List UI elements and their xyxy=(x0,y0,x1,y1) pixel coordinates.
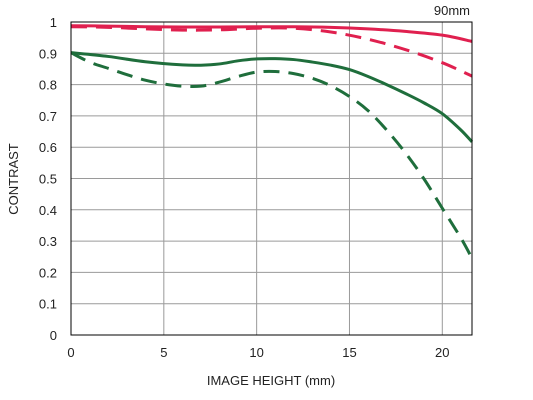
series-green-solid xyxy=(70,51,474,143)
series-green-dashed xyxy=(70,51,474,260)
y-axis-label: CONTRAST xyxy=(6,143,21,215)
data-series xyxy=(70,24,474,260)
y-tick-label: 0.3 xyxy=(39,234,57,249)
plot-frame xyxy=(70,21,473,336)
y-tick-labels: 0 0.1 0.2 0.3 0.4 0.5 0.6 0.7 0.8 0.9 1 xyxy=(39,15,57,343)
x-tick-label: 10 xyxy=(249,345,263,360)
x-tick-label: 20 xyxy=(435,345,449,360)
y-tick-label: 0.6 xyxy=(39,140,57,155)
series-red-dashed xyxy=(70,25,473,78)
focal-length-label: 90mm xyxy=(434,3,470,18)
y-tick-label: 0.7 xyxy=(39,109,57,124)
x-axis-label: IMAGE HEIGHT (mm) xyxy=(207,373,335,388)
y-tick-label: 1 xyxy=(50,15,57,30)
x-tick-label: 0 xyxy=(67,345,74,360)
y-tick-label: 0.9 xyxy=(39,46,57,61)
x-tick-label: 5 xyxy=(160,345,167,360)
grid xyxy=(70,21,472,336)
x-tick-labels: 0 5 10 15 20 xyxy=(67,345,449,360)
y-tick-label: 0.5 xyxy=(39,172,57,187)
y-tick-label: 0 xyxy=(50,328,57,343)
x-tick-label: 15 xyxy=(342,345,356,360)
y-tick-label: 0.2 xyxy=(39,265,57,280)
y-tick-label: 0.1 xyxy=(39,297,57,312)
y-tick-label: 0.8 xyxy=(39,78,57,93)
y-tick-label: 0.4 xyxy=(39,203,57,218)
